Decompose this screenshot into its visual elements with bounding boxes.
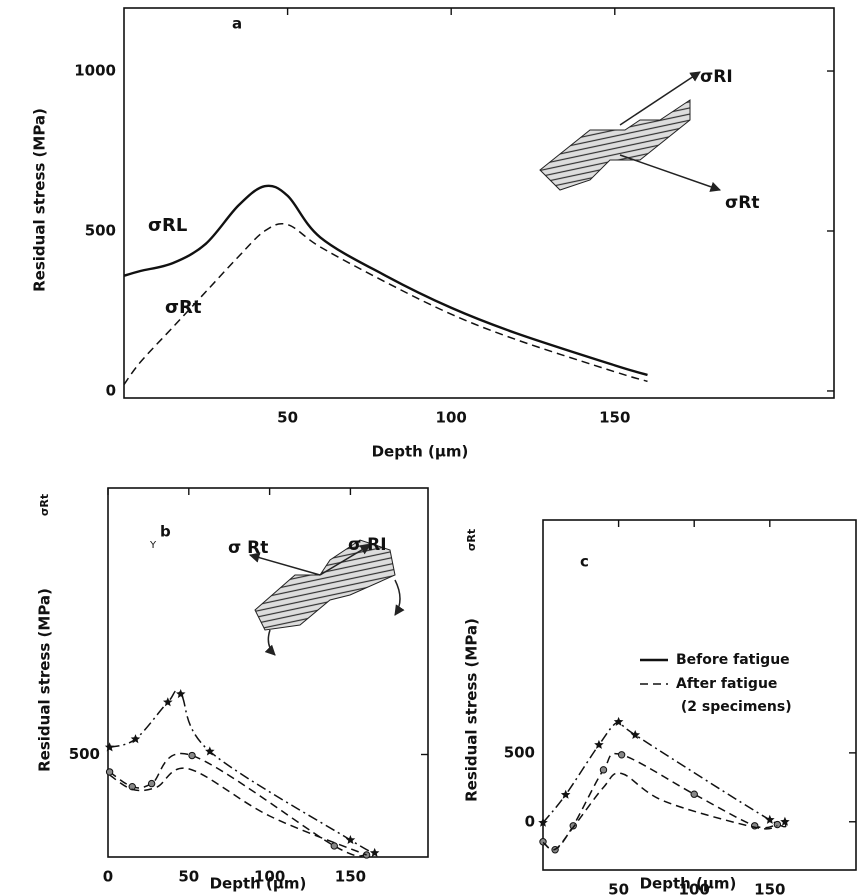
x-tick-label: 50 — [608, 881, 629, 895]
circle-marker — [690, 790, 698, 798]
star-marker — [104, 742, 115, 752]
series-line — [109, 690, 376, 854]
y-tick-label: 0 — [106, 381, 116, 399]
specimen-inset-a — [539, 71, 721, 192]
y-tick-label: 0 — [525, 812, 535, 830]
circle-marker — [569, 822, 577, 830]
circle-marker — [105, 768, 114, 776]
x-axis-label: Depth (μm) — [210, 875, 307, 893]
series-label: σRt — [165, 297, 202, 318]
star-marker — [205, 746, 215, 756]
y-axis-label: Residual stress (MPa) — [31, 108, 49, 292]
y-tick-label: 500 — [85, 221, 116, 239]
legend-label: Before fatigue — [676, 652, 790, 668]
panel-mark: Y — [149, 540, 157, 551]
series-line — [542, 720, 787, 828]
x-axis-label: Depth (μm) — [640, 875, 737, 893]
x-tick-label: 150 — [335, 868, 366, 886]
panel-label: a — [232, 15, 242, 33]
series-line — [542, 772, 778, 851]
star-marker — [613, 716, 624, 726]
x-tick-label: 100 — [254, 868, 285, 886]
y-tick-label: 500 — [69, 745, 100, 763]
star-marker — [765, 814, 775, 824]
circle-marker — [773, 820, 782, 829]
y-tick-label: 500 — [504, 743, 535, 761]
circle-marker — [147, 779, 156, 788]
star-marker — [369, 847, 380, 857]
star-marker — [560, 789, 571, 799]
y-axis-label: Residual stress (MPa) — [463, 618, 481, 802]
y-tick-label: 1000 — [74, 62, 116, 80]
star-marker — [780, 816, 790, 826]
x-tick-label: 50 — [178, 868, 199, 886]
star-marker — [538, 817, 548, 827]
y-axis-label: Residual stress (MPa) — [36, 588, 54, 772]
x-axis-label: Depth (μm) — [372, 443, 469, 461]
legend-label: After fatigue (2 specimens) — [676, 676, 792, 715]
series-line — [123, 184, 648, 377]
annotation: σRI — [700, 67, 733, 87]
plot-frame — [123, 7, 835, 399]
annotation: σRt — [725, 193, 759, 213]
plot-frame — [107, 487, 429, 858]
circle-marker — [617, 751, 626, 759]
x-tick-label: 100 — [679, 881, 710, 895]
x-tick-label: 100 — [436, 409, 467, 427]
y-axis-symbol: σRt — [465, 529, 478, 551]
x-tick-label: 0 — [103, 868, 113, 886]
star-marker — [130, 734, 141, 744]
panel-label: c — [580, 553, 589, 571]
series-line — [123, 222, 648, 386]
x-tick-label: 50 — [277, 409, 298, 427]
star-marker — [345, 835, 356, 844]
annotation: σ RI — [348, 535, 387, 555]
star-marker — [594, 739, 604, 749]
series-line — [542, 753, 778, 851]
star-marker — [163, 697, 173, 707]
annotation: σ Rt — [228, 538, 268, 558]
circle-marker — [599, 766, 608, 774]
star-marker — [176, 689, 186, 699]
specimen-inset-b — [248, 539, 405, 656]
circle-marker — [188, 751, 196, 760]
y-axis-symbol: σRt — [38, 494, 51, 516]
plot-frame — [542, 519, 857, 871]
star-marker — [630, 730, 640, 739]
series-label: σRL — [148, 215, 187, 236]
x-tick-label: 150 — [599, 409, 630, 427]
circle-marker — [330, 842, 338, 850]
panel-label: b — [160, 523, 171, 541]
series-line — [109, 767, 367, 856]
x-tick-label: 150 — [754, 881, 785, 895]
